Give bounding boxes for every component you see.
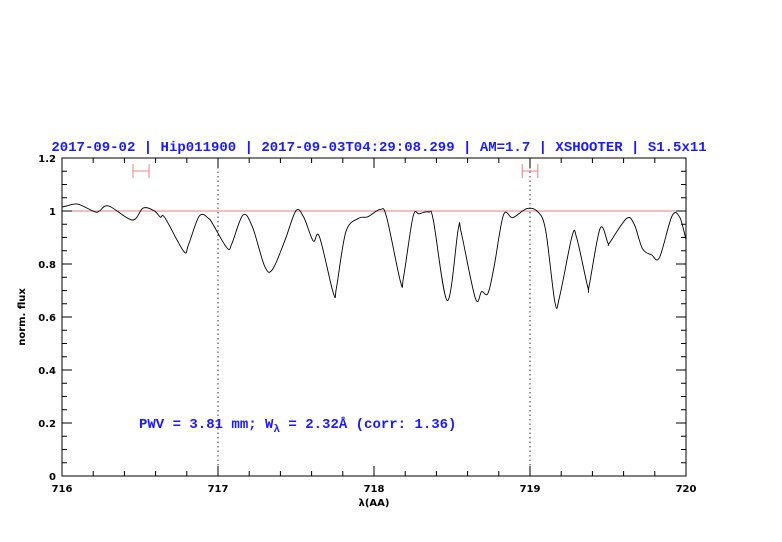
x-tick-label: 716 <box>52 484 73 495</box>
y-tick-label: 1.2 <box>38 154 56 165</box>
y-tick-label: 0.6 <box>38 313 56 324</box>
y-tick-label: 0.2 <box>38 419 56 430</box>
x-tick-label: 719 <box>520 484 541 495</box>
error-bar <box>132 164 150 178</box>
y-tick-label: 1 <box>49 207 56 218</box>
x-axis-label: λ(AA) <box>359 498 390 509</box>
x-tick-label: 718 <box>364 484 385 495</box>
y-tick-label: 0.4 <box>38 366 56 377</box>
x-tick-label: 720 <box>676 484 697 495</box>
y-tick-label: 0 <box>49 472 56 483</box>
y-axis-label: norm. flux <box>17 288 28 346</box>
y-tick-label: 0.8 <box>38 260 56 271</box>
flux-series-line <box>61 203 687 310</box>
chart-title: 2017-09-02 | Hip011900 | 2017-09-03T04:2… <box>51 140 706 156</box>
error-bar <box>521 164 539 178</box>
pwv-annotation: PWV = 3.81 mm; Wλ = 2.32Å (corr: 1.36) <box>139 416 456 436</box>
x-tick-label: 717 <box>208 484 229 495</box>
plot-frame <box>61 157 687 477</box>
